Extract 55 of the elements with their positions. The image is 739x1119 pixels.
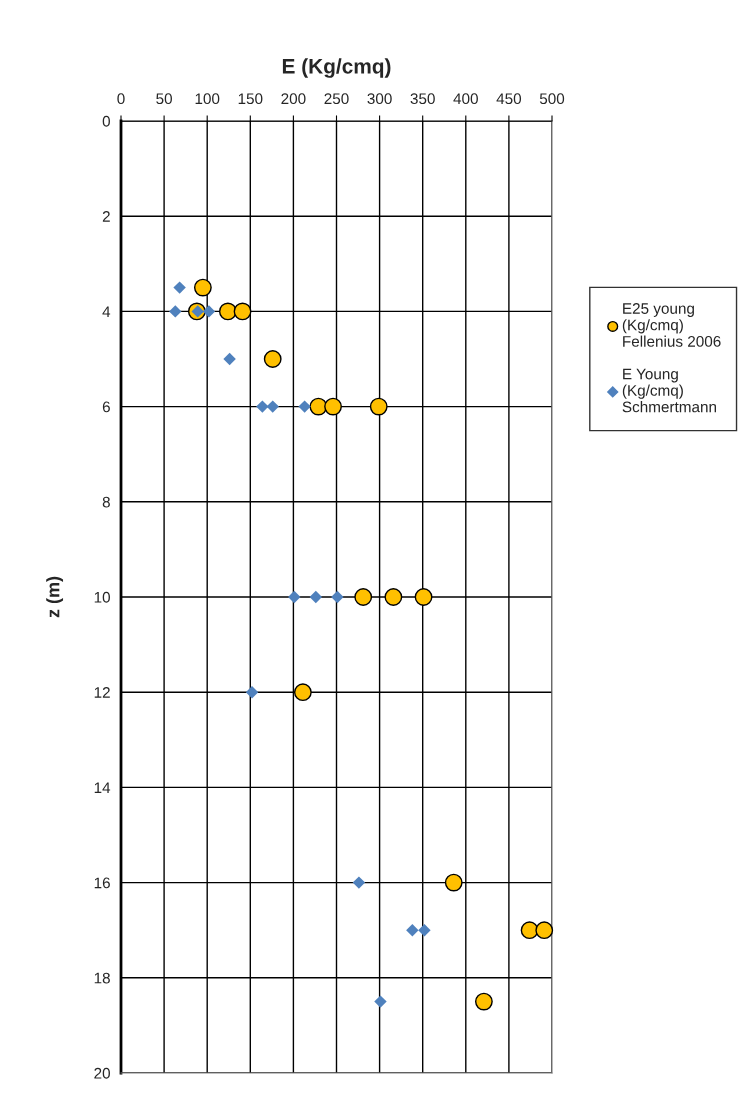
point	[263, 350, 282, 368]
point	[384, 588, 403, 606]
point	[218, 302, 237, 321]
point	[202, 305, 216, 318]
y-tick-label: 4	[102, 306, 111, 317]
point	[414, 588, 433, 606]
y-tick-label: 10	[94, 591, 110, 603]
point	[245, 685, 259, 699]
point	[352, 876, 366, 889]
x-tick-label: 350	[410, 93, 435, 105]
x-tick-label: 250	[324, 93, 349, 105]
y-tick-label: 12	[94, 687, 110, 698]
point	[298, 400, 311, 413]
point	[354, 588, 373, 606]
point	[193, 278, 212, 297]
x-tick-label: 50	[156, 93, 172, 105]
x-tick-label: 150	[238, 93, 263, 105]
point	[535, 921, 554, 940]
point	[331, 590, 344, 604]
x-tick-label: 400	[453, 93, 478, 105]
y-tick-label: 14	[94, 782, 111, 793]
y-axis-title: z (m)	[46, 576, 64, 618]
point	[474, 992, 493, 1011]
legend-label: E25 young (Kg/cmq) Fellenius 2006	[622, 303, 721, 347]
point	[309, 590, 323, 604]
legend-label: E Young (Kg/cmq) Schmertmann	[622, 368, 716, 413]
y-tick-label: 8	[102, 496, 110, 508]
x-tick-label: 100	[195, 93, 220, 105]
x-tick-label: 500	[539, 93, 565, 105]
x-tick-label: 0	[117, 93, 125, 105]
y-tick-label: 20	[94, 1067, 110, 1079]
point	[406, 923, 419, 937]
point	[223, 352, 236, 366]
point	[520, 921, 539, 940]
point	[418, 923, 431, 937]
y-tick-label: 0	[102, 115, 110, 127]
point	[266, 400, 279, 413]
y-tick-label: 2	[102, 211, 110, 222]
point	[293, 683, 312, 702]
point	[233, 302, 252, 321]
x-axis-title: E (Kg/cmq)	[282, 58, 391, 78]
x-tick-label: 300	[367, 93, 392, 105]
point	[444, 873, 463, 892]
point	[173, 281, 186, 294]
point	[369, 397, 388, 416]
point	[324, 397, 342, 416]
point	[374, 995, 387, 1008]
y-tick-label: 18	[94, 972, 110, 984]
x-tick-label: 450	[496, 93, 522, 105]
point	[288, 590, 301, 604]
x-tick-label: 200	[281, 93, 306, 105]
y-tick-label: 6	[102, 401, 110, 413]
point	[256, 400, 269, 413]
point	[169, 305, 182, 318]
y-tick-label: 16	[94, 877, 110, 889]
